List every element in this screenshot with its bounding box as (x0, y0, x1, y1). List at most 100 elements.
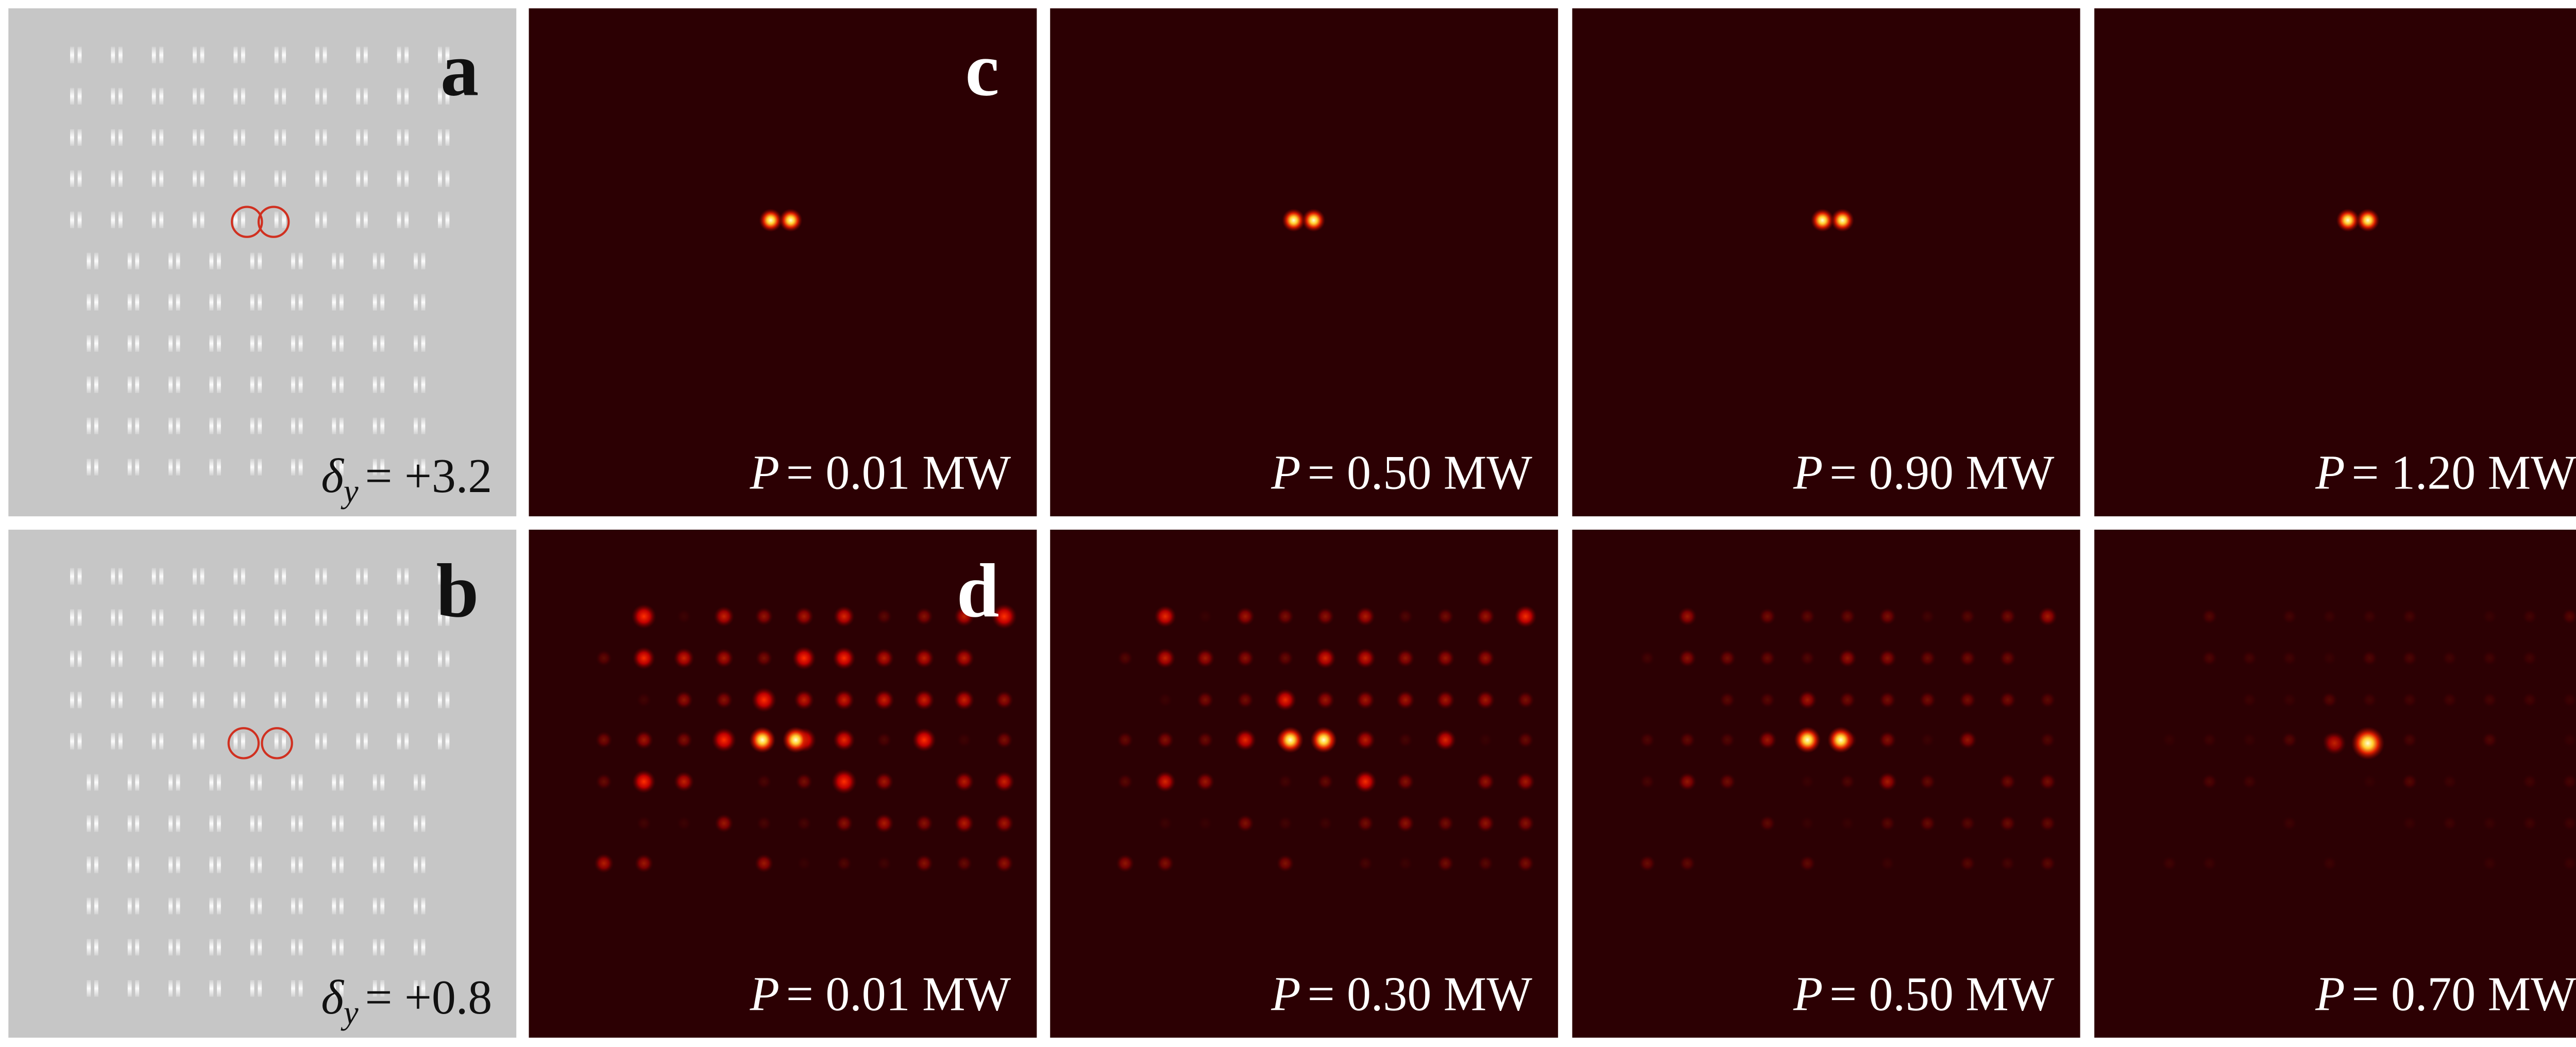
lattice-spot (1958, 731, 1977, 749)
lattice-spot (1880, 856, 1895, 871)
lattice-spot (1317, 773, 1334, 790)
lattice-spot (673, 648, 694, 669)
waveguide (282, 733, 286, 750)
waveguide (209, 417, 214, 434)
waveguide (151, 733, 156, 750)
waveguide (209, 459, 214, 476)
lattice-spot (2562, 774, 2576, 789)
waveguide (282, 88, 286, 105)
lattice-spot (1840, 816, 1855, 831)
lattice-spot (1678, 772, 1697, 791)
waveguide (94, 252, 98, 269)
waveguide (168, 335, 173, 352)
lattice-spot (915, 607, 934, 626)
waveguide (250, 856, 255, 873)
micrograph: a δy = +3.2 (8, 8, 517, 517)
lattice-spot (2402, 692, 2417, 707)
waveguide (176, 815, 180, 832)
lattice-spot (715, 690, 733, 709)
lattice-spot (1959, 815, 1976, 832)
beam-spot (1794, 727, 1821, 753)
lattice-spot (1999, 607, 2016, 625)
waveguide (282, 650, 286, 667)
waveguide (94, 774, 98, 791)
waveguide (298, 252, 303, 269)
waveguide (372, 774, 377, 791)
waveguide (323, 170, 327, 187)
waveguide (159, 88, 164, 105)
waveguide (298, 774, 303, 791)
waveguide (250, 459, 255, 476)
lattice-spot (1639, 855, 1656, 872)
waveguide (339, 252, 344, 269)
waveguide (77, 733, 82, 750)
waveguide (118, 88, 123, 105)
lattice-spot (2201, 609, 2217, 624)
waveguide (258, 774, 262, 791)
power-variable: P (2315, 967, 2345, 1021)
beam-spot (1310, 727, 1337, 753)
waveguide (380, 856, 385, 873)
waveguide (298, 980, 303, 997)
waveguide (111, 691, 115, 708)
waveguide (258, 898, 262, 915)
waveguide (445, 568, 450, 585)
waveguide (118, 46, 123, 64)
waveguide (70, 691, 74, 708)
waveguide (217, 980, 221, 997)
lattice-spot (1838, 649, 1857, 668)
lattice-spot (1196, 772, 1215, 791)
waveguide (339, 898, 344, 915)
waveguide (258, 294, 262, 311)
lattice-spot (1959, 609, 1976, 624)
lattice-spot (1398, 856, 1413, 871)
lattice-spot (954, 813, 974, 833)
lattice-spot (1357, 815, 1374, 832)
waveguide (233, 650, 238, 667)
waveguide (241, 88, 245, 105)
waveguide (200, 211, 205, 228)
waveguide (127, 980, 132, 997)
waveguide (421, 294, 426, 311)
lattice-spot (1719, 649, 1736, 667)
waveguide (274, 46, 279, 64)
lattice-spot (2442, 650, 2458, 666)
lattice-spot (1919, 691, 1936, 708)
waveguide (291, 376, 295, 393)
waveguide (241, 609, 245, 626)
waveguide (356, 211, 361, 228)
intensity-frame: P = 0.50 MW (1572, 529, 2080, 1038)
waveguide (135, 856, 140, 873)
waveguide (438, 129, 442, 146)
waveguide (209, 815, 214, 832)
lattice-spot (1919, 650, 1936, 667)
waveguide (323, 691, 327, 708)
waveguide (168, 774, 173, 791)
power-relation: = 0.90 MW (1829, 446, 2055, 500)
waveguide (363, 691, 368, 708)
lattice-spot (833, 605, 855, 628)
waveguide (274, 691, 279, 708)
waveguide (315, 46, 319, 64)
beam-spot (1277, 727, 1304, 753)
lattice-spot (1277, 607, 1294, 626)
waveguide (233, 211, 238, 228)
waveguide (438, 733, 442, 750)
lattice-spot (2362, 774, 2377, 789)
lattice-spot (876, 856, 892, 871)
frame-background (1572, 8, 2080, 517)
waveguide (414, 898, 418, 915)
waveguide (404, 46, 409, 64)
waveguide (404, 211, 409, 228)
waveguide (258, 459, 262, 476)
waveguide (135, 252, 140, 269)
waveguide (111, 211, 115, 228)
lattice-spot (2522, 816, 2537, 831)
waveguide (356, 691, 361, 708)
lattice-spot (636, 692, 652, 707)
lattice-spot (1278, 816, 1293, 831)
waveguide (250, 774, 255, 791)
lattice-spot (1236, 649, 1255, 667)
